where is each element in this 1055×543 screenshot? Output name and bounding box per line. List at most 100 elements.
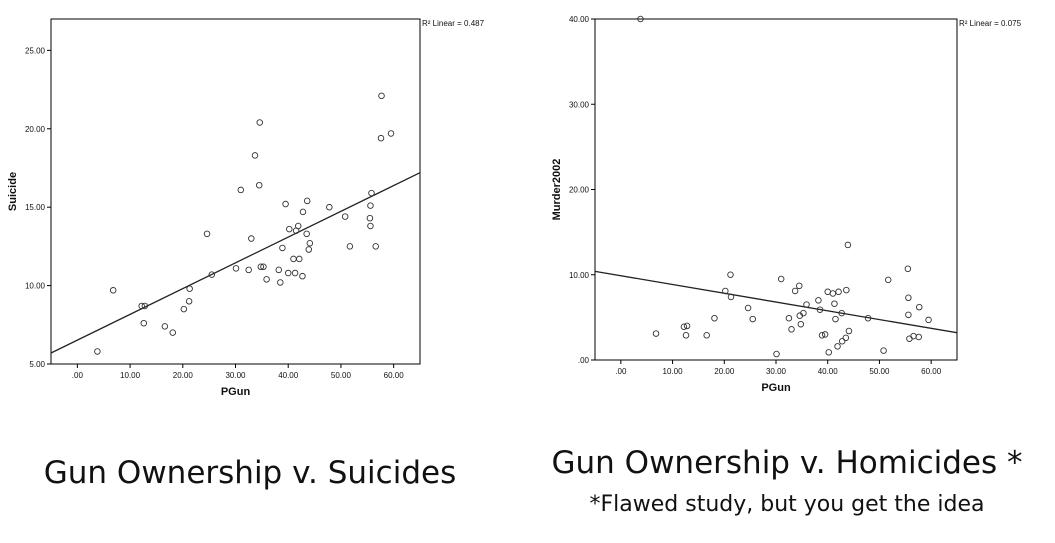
fit-line (51, 172, 420, 354)
y-tick-label: 15.00 (25, 203, 46, 212)
x-tick-label: 10.00 (120, 371, 141, 380)
data-point (815, 297, 822, 304)
data-point (925, 316, 932, 324)
data-point (251, 152, 259, 159)
data-point (277, 279, 284, 286)
y-axis-label: Suicide (7, 172, 19, 211)
data-point (326, 203, 333, 211)
data-point (744, 304, 752, 312)
data-point (915, 303, 923, 311)
caption-homicides: Gun Ownership v. Homicides * (551, 445, 1023, 481)
data-point (682, 332, 690, 339)
data-point (185, 298, 193, 305)
data-point (803, 301, 810, 308)
data-point (303, 230, 310, 238)
x-tick-label: 60.00 (384, 371, 405, 380)
x-tick-label: 20.00 (714, 367, 735, 376)
data-point (711, 314, 718, 322)
data-point (341, 213, 349, 220)
y-tick-label: 30.00 (569, 100, 590, 109)
data-point (378, 92, 385, 100)
data-point (279, 244, 286, 252)
data-point (260, 263, 267, 271)
data-point (290, 255, 297, 263)
data-point (208, 271, 216, 278)
x-tick-label: 40.00 (278, 371, 299, 380)
data-point (299, 208, 307, 216)
data-point (377, 134, 385, 142)
x-tick-label: 40.00 (818, 367, 839, 376)
data-point (387, 130, 395, 137)
data-point (275, 266, 282, 274)
data-point (906, 335, 913, 342)
caption-footnote: *Flawed study, but you get the idea (589, 492, 985, 517)
x-tick-label: 30.00 (225, 371, 246, 380)
data-point (910, 332, 917, 340)
data-point (834, 343, 841, 350)
data-point (843, 286, 850, 294)
y-tick-label: 10.00 (25, 282, 46, 291)
data-point (286, 225, 293, 233)
data-point (296, 255, 303, 263)
data-point (161, 323, 169, 330)
data-point (884, 276, 892, 284)
data-point (727, 293, 735, 301)
data-point (141, 302, 149, 310)
data-point (140, 319, 148, 327)
fit-line (595, 270, 957, 334)
data-point (94, 348, 101, 355)
data-point (829, 290, 837, 297)
scatter-charts: .00 10.00 20.00 30.00 40.00 50.00 60.00 5.00 10.… (7, 15, 1022, 398)
data-point (816, 306, 824, 313)
data-point (367, 222, 374, 230)
data-point (305, 246, 313, 253)
plot-frame (594, 18, 958, 361)
chart-1: .00 10.00 20.00 30.00 40.00 50.00 60.00 5.00 10.… (7, 18, 485, 398)
y-tick-label: 10.00 (569, 271, 590, 280)
x-tick-label: 30.00 (766, 367, 787, 376)
data-point (838, 337, 846, 345)
data-point (255, 181, 263, 189)
y-tick-label: 40.00 (569, 15, 590, 24)
caption-suicides: Gun Ownership v. Suicides (43, 455, 457, 491)
data-point (915, 333, 922, 341)
data-point (637, 15, 644, 23)
r-squared-annotation: R² Linear = 0.075 (959, 19, 1022, 28)
plot-frame (50, 18, 421, 365)
x-tick-label: 20.00 (173, 371, 194, 380)
data-point (306, 239, 314, 247)
data-point (291, 269, 299, 277)
data-point (372, 243, 379, 250)
data-point (796, 282, 803, 290)
data-point (294, 222, 302, 230)
x-tick-label: 10.00 (663, 367, 684, 376)
chart-2: .00 10.00 20.00 30.00 40.00 50.00 60.00 .00 10.0… (551, 15, 1022, 394)
data-point (800, 309, 807, 317)
data-point (186, 285, 193, 292)
y-tick-label: .00 (578, 356, 590, 365)
data-point (652, 330, 660, 337)
data-point (904, 265, 912, 273)
data-point (844, 241, 852, 249)
data-point (299, 272, 306, 280)
data-point (109, 287, 117, 294)
data-point (722, 287, 729, 295)
data-point (245, 266, 252, 274)
data-point (303, 197, 311, 205)
y-axis-label: Murder2002 (551, 159, 563, 221)
data-point (257, 263, 265, 271)
data-point (727, 271, 734, 279)
data-point (367, 202, 374, 209)
data-point (788, 326, 795, 333)
data-point (256, 119, 263, 126)
data-point (366, 214, 374, 222)
data-point (785, 314, 793, 322)
y-tick-label: 20.00 (25, 125, 46, 134)
x-axis-label: PGun (761, 382, 791, 394)
x-tick-label: 60.00 (921, 367, 942, 376)
data-point (248, 235, 255, 242)
data-point (169, 329, 177, 336)
y-tick-label: 20.00 (569, 186, 590, 195)
data-point (845, 327, 853, 335)
data-point (831, 300, 838, 307)
